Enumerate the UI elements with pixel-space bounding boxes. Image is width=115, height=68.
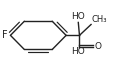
Text: CH₃: CH₃ [91, 15, 107, 24]
Text: F: F [2, 30, 7, 40]
Text: HO: HO [71, 12, 84, 21]
Text: O: O [93, 42, 100, 51]
Text: HO: HO [70, 47, 84, 55]
